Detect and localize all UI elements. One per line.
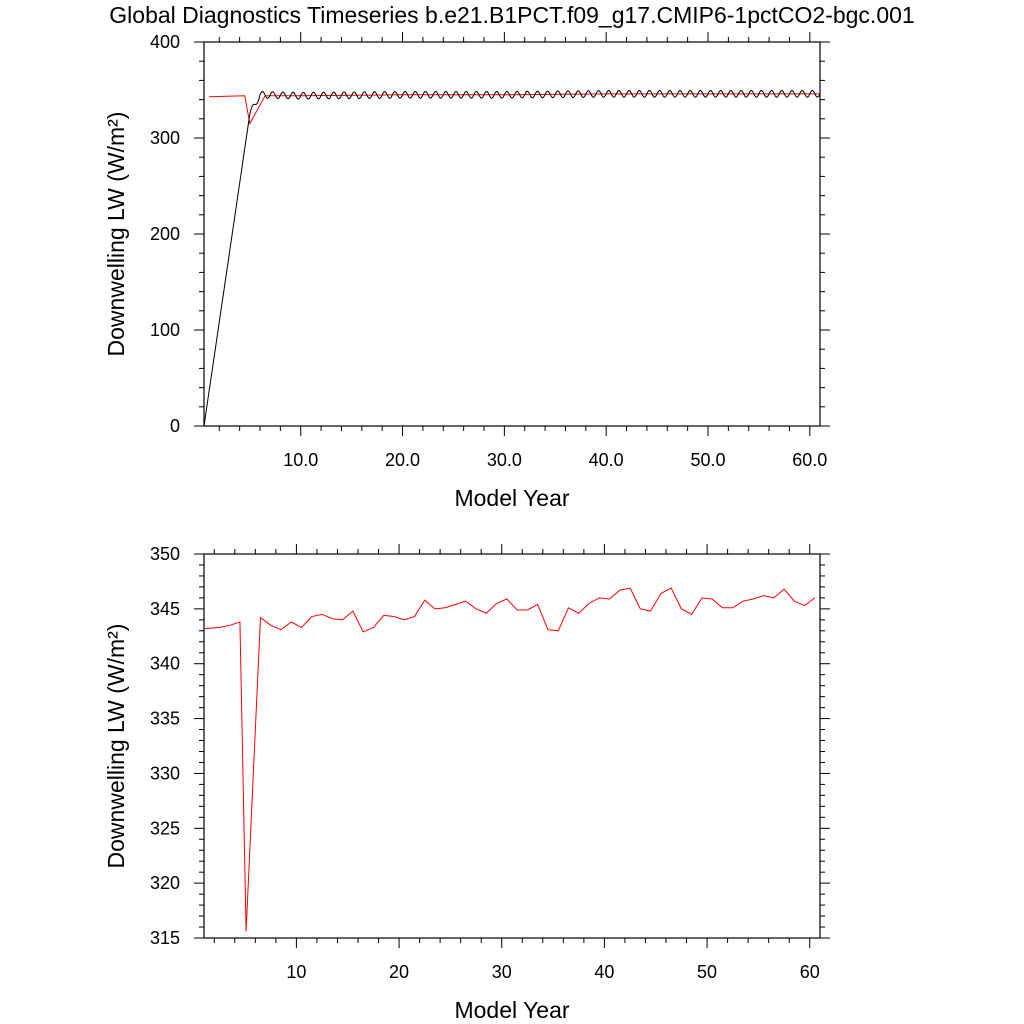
y-tick-label: 345: [150, 599, 180, 619]
y-axis-label: Downwelling LW (W/m²): [103, 624, 129, 869]
y-axis-label: Downwelling LW (W/m²): [103, 112, 129, 357]
page-title: Global Diagnostics Timeseries b.e21.B1PC…: [109, 2, 915, 28]
x-axis-label: Model Year: [454, 997, 569, 1023]
x-tick-label: 60.0: [792, 450, 827, 470]
y-tick-label: 100: [150, 320, 180, 340]
plot-frame: [203, 553, 821, 939]
chart-panel-1: 0 100 200 300 400 10.0 20.0 30.0 40.0 50.0 60.0 Mod…: [103, 32, 830, 511]
y-tick-label: 350: [150, 544, 180, 564]
x-tick-label: 60: [800, 962, 820, 982]
y-tick-label: 320: [150, 873, 180, 893]
y-tick-label: 200: [150, 224, 180, 244]
plot-frame: [203, 41, 821, 427]
x-tick-label: 30.0: [487, 450, 522, 470]
x-tick-label: 30: [492, 962, 512, 982]
y-tick-label: 300: [150, 128, 180, 148]
series-line-black: [204, 89, 820, 426]
chart-panel-2: 315 320 325 330 335 340 345 350 10 20 30 40 50 60 Mode…: [103, 544, 830, 1023]
x-tick-label: 10: [286, 962, 306, 982]
y-tick-label: 325: [150, 818, 180, 838]
y-tick-label: 400: [150, 32, 180, 52]
x-tick-label: 20.0: [385, 450, 420, 470]
x-tick-label: 40: [594, 962, 614, 982]
y-tick-label: 330: [150, 763, 180, 783]
x-tick-label: 20: [389, 962, 409, 982]
x-tick-label: 10.0: [283, 450, 318, 470]
y-tick-label: 340: [150, 654, 180, 674]
x-tick-label: 50: [697, 962, 717, 982]
x-tick-label: 50.0: [690, 450, 725, 470]
series-line-red: [204, 587, 816, 932]
y-tick-label: 335: [150, 709, 180, 729]
y-tick-label: 315: [150, 928, 180, 948]
series-line-red: [209, 93, 820, 126]
x-tick-label: 40.0: [589, 450, 624, 470]
x-axis-label: Model Year: [454, 485, 569, 511]
y-tick-label: 0: [170, 416, 180, 436]
